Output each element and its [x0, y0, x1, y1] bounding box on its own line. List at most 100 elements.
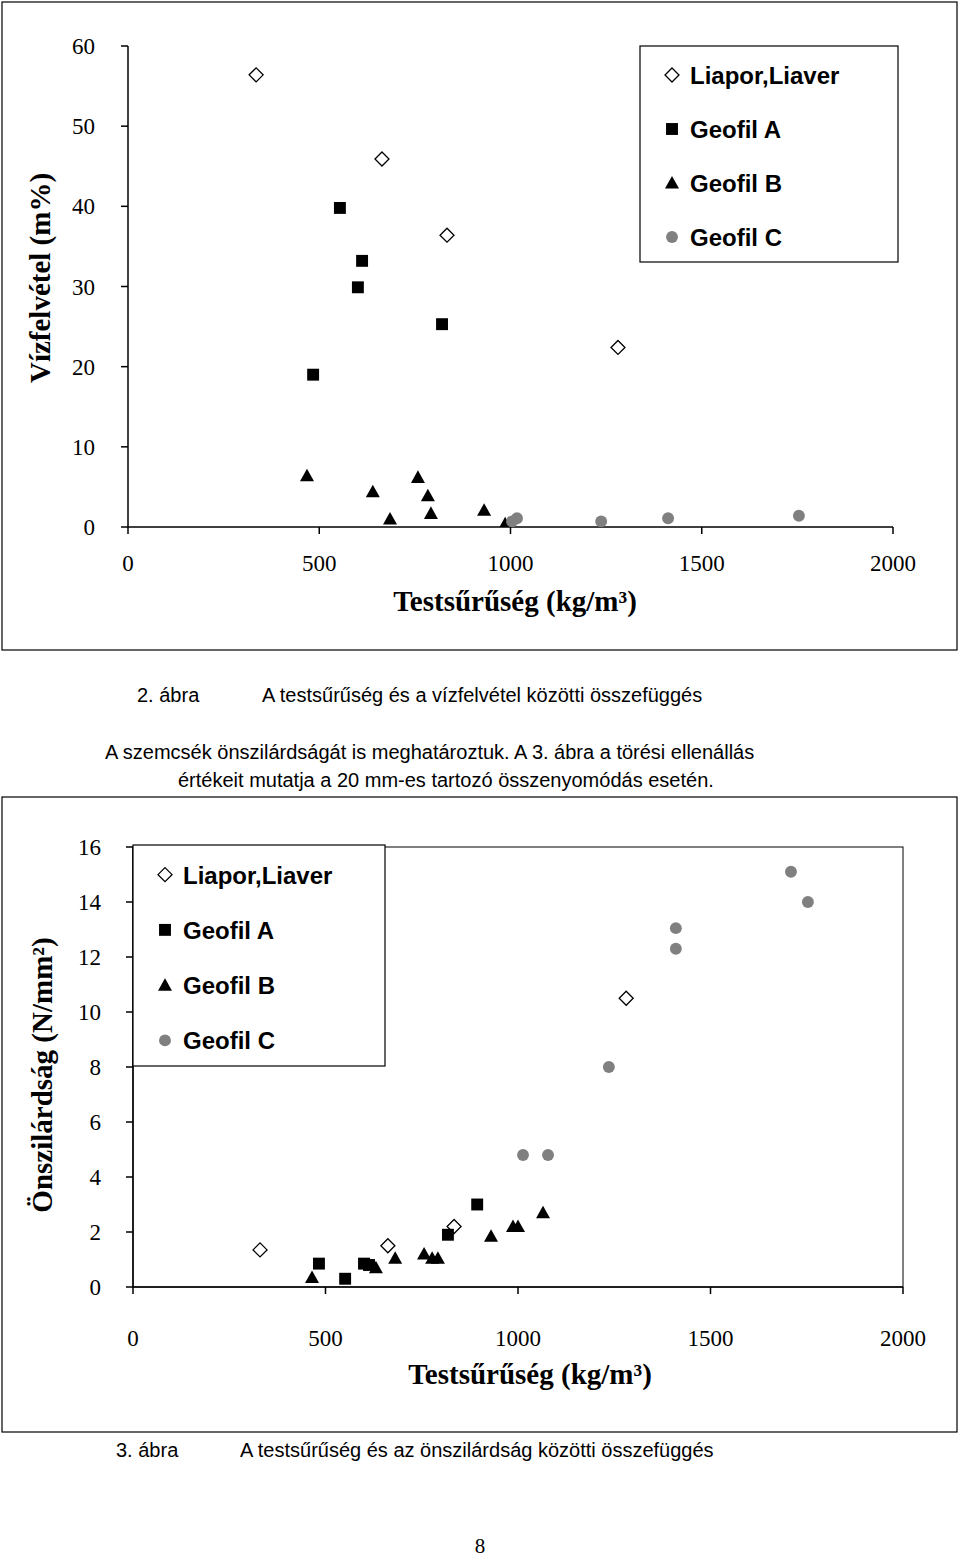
chart-frame — [2, 797, 957, 1432]
legend-box — [640, 46, 898, 262]
point — [253, 1243, 267, 1257]
point — [424, 506, 438, 519]
point — [356, 255, 368, 267]
chart: 05001000150020000246810121416Testsűrűség… — [2, 797, 957, 1432]
y-tick-label: 16 — [78, 835, 101, 860]
y-axis-label: Önszilárdság (N/mm²) — [26, 937, 59, 1212]
point — [352, 281, 364, 293]
x-tick — [127, 527, 129, 534]
point — [334, 202, 346, 214]
y-tick-label: 40 — [72, 194, 95, 219]
x-tick-label: 500 — [302, 551, 337, 576]
point — [785, 866, 797, 878]
point — [421, 489, 435, 502]
x-axis-label: Testsűrűség (kg/m³) — [393, 585, 637, 618]
y-tick-label: 20 — [72, 355, 95, 380]
y-tick — [126, 956, 133, 958]
point — [366, 485, 380, 498]
x-tick-label: 1000 — [488, 551, 534, 576]
point — [471, 1199, 483, 1211]
point — [542, 1149, 554, 1161]
legend-marker — [665, 176, 679, 189]
point — [381, 1239, 395, 1253]
y-tick-label: 6 — [90, 1110, 102, 1135]
y-tick-label: 4 — [90, 1165, 102, 1190]
legend-label: Geofil C — [183, 1027, 275, 1054]
point — [603, 1061, 615, 1073]
point — [388, 1251, 402, 1264]
chart-frame — [2, 2, 957, 650]
y-tick — [121, 286, 128, 288]
point — [619, 991, 633, 1005]
point — [249, 68, 263, 82]
x-tick — [325, 1287, 327, 1294]
point — [431, 1251, 445, 1264]
y-tick — [126, 1231, 133, 1233]
x-tick-label: 1500 — [679, 551, 725, 576]
x-tick-label: 2000 — [870, 551, 916, 576]
point — [440, 228, 454, 242]
y-tick — [126, 1176, 133, 1178]
y-tick — [121, 526, 128, 528]
paragraph-line: értékeit mutatja a 20 mm-es tartozó össz… — [178, 769, 714, 791]
y-tick — [121, 125, 128, 127]
x-tick-label: 1500 — [688, 1326, 734, 1351]
legend-label: Liapor,Liaver — [183, 862, 332, 889]
y-tick-label: 0 — [90, 1275, 102, 1300]
point — [793, 510, 805, 522]
page-canvas: 05001000150020000102030405060Testsűrűség… — [0, 0, 960, 1558]
y-tick — [126, 1121, 133, 1123]
x-tick — [902, 1287, 904, 1294]
y-tick-label: 14 — [78, 890, 102, 915]
y-tick — [121, 366, 128, 368]
legend-marker — [665, 68, 679, 82]
legend: Liapor,LiaverGeofil AGeofil BGeofil C — [640, 46, 898, 262]
point — [339, 1273, 351, 1285]
legend-marker — [158, 978, 172, 991]
legend-marker — [158, 868, 172, 882]
x-tick — [892, 527, 894, 534]
point — [307, 369, 319, 381]
point — [442, 1229, 454, 1241]
y-tick-label: 0 — [84, 515, 96, 540]
caption-label: 2. ábra — [137, 684, 200, 706]
y-tick-label: 60 — [72, 34, 95, 59]
page: {"chart_data": [ {"type": "scatter", "ca… — [0, 0, 960, 1558]
point — [300, 469, 314, 482]
y-tick-label: 10 — [72, 435, 95, 460]
paragraph-line: A szemcsék önszilárdságát is meghatározt… — [105, 741, 754, 763]
caption-title: A testsűrűség és az önszilárdság közötti… — [240, 1439, 714, 1461]
point — [411, 470, 425, 483]
point — [511, 1220, 525, 1233]
point — [477, 503, 491, 516]
x-tick-label: 500 — [308, 1326, 343, 1351]
y-tick — [126, 1066, 133, 1068]
y-tick-label: 10 — [78, 1000, 101, 1025]
legend-marker — [159, 1034, 171, 1046]
point — [383, 512, 397, 525]
point — [662, 512, 674, 524]
x-axis-label: Testsűrűség (kg/m³) — [408, 1358, 652, 1391]
point — [375, 152, 389, 166]
page-number: 8 — [475, 1534, 486, 1558]
y-tick — [121, 45, 128, 47]
legend-marker — [666, 231, 678, 243]
legend-box — [133, 845, 385, 1066]
x-tick-label: 1000 — [495, 1326, 541, 1351]
point — [313, 1258, 325, 1270]
point — [436, 318, 448, 330]
y-axis-label: Vízfelvétel (m%) — [24, 173, 57, 383]
x-tick-label: 0 — [127, 1326, 139, 1351]
x-tick — [710, 1287, 712, 1294]
point — [595, 515, 607, 527]
y-tick-label: 2 — [90, 1220, 102, 1245]
x-tick — [517, 1287, 519, 1294]
chart: 05001000150020000102030405060Testsűrűség… — [2, 2, 957, 650]
legend-label: Liapor,Liaver — [690, 62, 839, 89]
point — [611, 340, 625, 354]
y-tick-label: 50 — [72, 114, 95, 139]
point — [305, 1270, 319, 1283]
x-tick-label: 0 — [122, 551, 134, 576]
legend-label: Geofil A — [690, 116, 781, 143]
x-tick — [510, 527, 512, 534]
